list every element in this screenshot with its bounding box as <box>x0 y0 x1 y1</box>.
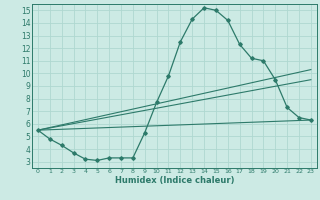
X-axis label: Humidex (Indice chaleur): Humidex (Indice chaleur) <box>115 176 234 185</box>
